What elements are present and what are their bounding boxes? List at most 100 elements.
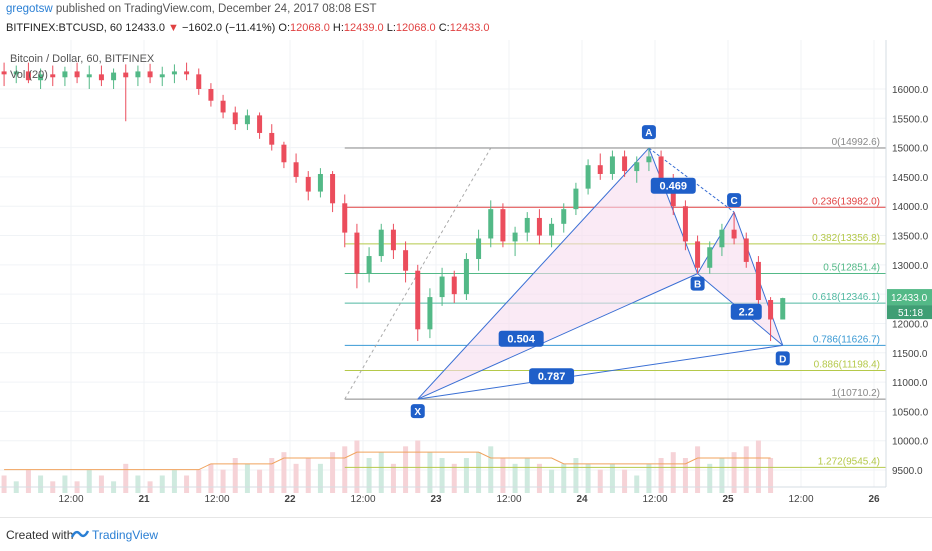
candle-body <box>609 156 615 174</box>
candle-body <box>62 71 68 78</box>
pattern-point-bg <box>775 351 790 366</box>
volume-bar <box>731 452 737 493</box>
time-axis[interactable]: 12:00 21 12:00 22 12:00 23 12:00 24 12:00 25 12:00… <box>0 486 886 505</box>
open-label: O: <box>278 22 291 34</box>
price-chart[interactable]: 0(14992.6) 0.236(13982.0) 0.382(13356.8) 0.… <box>0 40 932 517</box>
pattern-diag-xd[interactable] <box>417 344 783 400</box>
series-title: Bitcoin / Dollar, 60, BITFINEX <box>10 53 155 65</box>
price-axis[interactable]: 9500.0 10000.0 10500.0 11000.0 11500.0 12000.… <box>885 40 932 487</box>
volume-bar <box>536 463 542 493</box>
candle-body <box>403 250 409 271</box>
fib-level-label: 0.5(12851.4) <box>823 263 880 274</box>
pattern-point-label: D <box>779 354 786 365</box>
ratio-badge[interactable]: 2.2 <box>730 303 762 320</box>
price-tick-label: 13000.0 <box>892 261 929 272</box>
candle-body <box>743 238 749 262</box>
symbol-name[interactable]: BITFINEX:BTCUSD, 60 <box>6 22 123 34</box>
pattern-point-a[interactable]: A <box>641 125 656 140</box>
pattern-point-c[interactable]: C <box>727 193 742 208</box>
pattern-point-bg <box>641 125 656 140</box>
pattern-leg-bc[interactable] <box>697 211 735 274</box>
price-tick-label: 10000.0 <box>892 437 929 448</box>
volume-bar <box>476 452 482 493</box>
ratio-badge-bg <box>650 177 696 194</box>
volume-bar <box>86 469 92 493</box>
pattern-point-label: A <box>645 128 652 139</box>
volume-bar <box>390 463 396 493</box>
fib-level-label: 0(14992.6) <box>832 137 880 148</box>
volume-bar <box>719 458 725 493</box>
volume-bar <box>707 463 713 493</box>
pattern-point-d[interactable]: D <box>775 351 790 366</box>
pattern-point-x[interactable]: X <box>410 404 425 419</box>
volume-bar <box>378 452 384 493</box>
publisher-username[interactable]: gregotsw <box>6 3 53 15</box>
candle-body <box>561 209 567 224</box>
candle-body <box>74 71 80 78</box>
price-tick-label: 14000.0 <box>892 202 929 213</box>
volume-bar <box>184 475 190 493</box>
price-tick-label: 9500.0 <box>892 466 923 477</box>
volume-bar <box>768 458 774 493</box>
pattern-bcd-fill <box>697 212 783 346</box>
volume-bar <box>123 463 129 493</box>
time-tick-label: 12:00 <box>58 494 83 505</box>
time-tick-label: 21 <box>138 494 150 505</box>
tradingview-brand-link[interactable]: TradingView <box>92 528 159 542</box>
candle-body <box>500 209 506 242</box>
volume-bar <box>695 446 701 493</box>
price-tick-label: 14500.0 <box>892 173 929 184</box>
volume-bar <box>317 463 323 493</box>
candle-body <box>512 232 518 242</box>
candle-body <box>780 298 786 320</box>
volume-bar <box>196 469 202 493</box>
candle-body <box>208 89 214 101</box>
candle-body <box>658 156 664 183</box>
candle-body <box>415 270 421 330</box>
candle-body <box>622 156 628 172</box>
time-tick-label: 12:00 <box>204 494 229 505</box>
ratio-badge[interactable]: 0.787 <box>529 368 575 385</box>
volume-bar <box>232 458 238 493</box>
pattern-point-b[interactable]: B <box>690 276 705 291</box>
candle-body <box>488 209 494 239</box>
volume-bar <box>220 469 226 493</box>
fib-level-label: 0.618(12346.1) <box>812 292 880 303</box>
ratio-badge[interactable]: 0.469 <box>650 177 696 194</box>
candle-body <box>196 74 202 89</box>
volume-bar <box>38 475 44 493</box>
last-price-badge-label: 12433.0 <box>891 293 928 304</box>
symbol-line: BITFINEX:BTCUSD, 60 12433.0 ▼ −1602.0 (−… <box>6 22 489 34</box>
volume-bar <box>463 458 469 493</box>
candle-body <box>257 115 263 133</box>
volume-bar <box>403 446 409 493</box>
tradingview-logo-icon[interactable] <box>70 527 90 541</box>
candle-body <box>342 203 348 233</box>
ratio-badge-bg <box>498 330 544 347</box>
candle-body <box>768 300 774 320</box>
candle-body <box>1 71 7 75</box>
candle-body <box>646 156 652 163</box>
price-tick-label: 10500.0 <box>892 407 929 418</box>
time-tick-label: 26 <box>868 494 880 505</box>
ratio-badge-label: 0.504 <box>507 334 535 346</box>
ratio-badge-label: 2.2 <box>739 307 754 319</box>
candle-body <box>111 72 117 81</box>
volume-bar <box>609 463 615 493</box>
fib-level-label: 1(10710.2) <box>832 388 880 399</box>
last-price-badge <box>887 289 932 306</box>
volume-bar <box>269 458 275 493</box>
pattern-leg-xa[interactable] <box>417 147 650 400</box>
volume-bar <box>682 458 688 493</box>
price-tick-label: 12000.0 <box>892 319 929 330</box>
candle-body <box>244 115 250 125</box>
pattern-diag-xb[interactable] <box>417 273 698 400</box>
price-change: −1602.0 (−11.41%) <box>181 22 276 34</box>
volume-bar <box>257 469 263 493</box>
volume-bar <box>135 475 141 493</box>
ratio-badge[interactable]: 0.504 <box>498 330 544 347</box>
volume-bar <box>208 463 214 493</box>
price-tick-label: 11500.0 <box>892 349 928 360</box>
volume-bar <box>634 475 640 493</box>
fib-level-label: 0.382(13356.8) <box>812 233 880 244</box>
